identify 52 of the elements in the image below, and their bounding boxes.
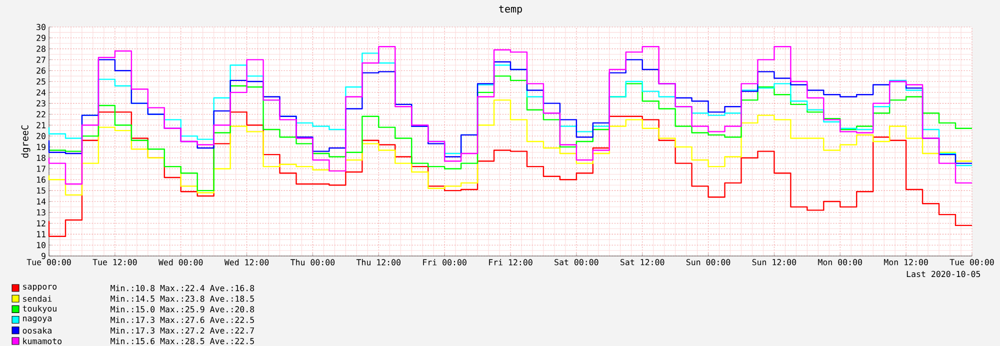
y-axis-title: dgreeC (21, 125, 30, 158)
x-tick-label: Sat 00:00 (554, 259, 598, 266)
text: Min.:15.0 Max.:25.9 Ave.:20.8 (110, 306, 254, 312)
y-tick-label: 16 (37, 176, 46, 183)
text: Min.:14.5 Max.:23.8 Ave.:18.5 (110, 295, 254, 302)
legend-label: sendai (23, 295, 52, 302)
x-tick-label: Tue 12:00 (92, 259, 137, 266)
y-tick-label: 11 (37, 231, 46, 238)
y-tick-label: 26 (36, 67, 46, 74)
y-tick-label: 21 (36, 122, 46, 128)
y-tick-label: 30 (36, 24, 46, 30)
x-tick-label: Sun 00:00 (686, 259, 730, 266)
x-tick-label: Mon 12:00 (884, 259, 928, 266)
y-tick-label: 20 (36, 132, 46, 140)
text: Min.:17.3 Max.:27.6 Ave.:22.5 (110, 316, 254, 323)
y-tick-label: 27 (36, 56, 46, 63)
y-tick-label: 18 (37, 154, 46, 161)
y-tick-label: 28 (36, 46, 46, 52)
y-tick-label: 24 (36, 89, 46, 96)
y-tick-label: 17 (37, 166, 46, 172)
y-tick-label: 15 (37, 187, 46, 194)
y-tick-label: 12 (37, 220, 46, 226)
y-tick-label: 29 (36, 34, 46, 42)
x-tick-label: Sat 12:00 (620, 259, 664, 266)
x-tick-label: Fri 12:00 (489, 259, 532, 266)
y-tick-label: 9 (42, 252, 46, 260)
y-tick-label: 22 (36, 111, 46, 118)
text: Min.:10.8 Max.:22.4 Ave.:16.8 (110, 284, 254, 292)
y-tick-label: 14 (37, 198, 46, 204)
x-tick-label: Sun 12:00 (752, 259, 796, 266)
legend-label: sapporo (23, 284, 57, 292)
x-tick-label: Fri 00:00 (423, 259, 466, 266)
legend-label: nagoya (23, 316, 52, 323)
text: Min.:17.3 Max.:27.2 Ave.:22.7 (110, 327, 254, 334)
x-tick-label: Tue 00:00 (26, 259, 71, 266)
y-tick-label: 25 (36, 78, 46, 85)
y-tick-label: 10 (37, 242, 46, 248)
text: Min.:15.6 Max.:28.5 Ave.:22.5 (110, 338, 254, 344)
chart-title: temp (499, 5, 522, 15)
y-tick-label: 13 (37, 209, 46, 216)
legend-label: oosaka (22, 327, 52, 334)
text: Last 2020-10-05 (906, 270, 980, 278)
x-tick-label: Wed 00:00 (158, 259, 203, 266)
x-tick-label: Thu 12:00 (356, 259, 400, 266)
y-tick-label: 19 (37, 144, 46, 150)
legend-label: toukyou (22, 305, 56, 314)
legend-label: kumamoto (23, 338, 62, 344)
x-tick-label: Wed 12:00 (224, 259, 269, 266)
x-tick-label: Mon 00:00 (818, 259, 862, 266)
y-tick-label: 23 (36, 100, 46, 106)
x-tick-label: Thu 00:00 (290, 259, 335, 266)
x-tick-label: Tue 00:00 (950, 259, 994, 266)
